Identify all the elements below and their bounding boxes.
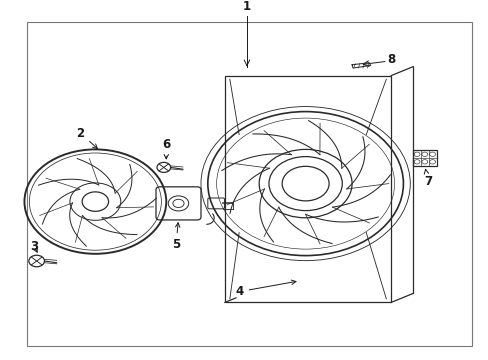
Text: 8: 8 xyxy=(386,53,394,66)
Text: 6: 6 xyxy=(162,138,170,159)
Text: 4: 4 xyxy=(235,280,295,298)
Text: 1: 1 xyxy=(243,0,250,13)
Text: 5: 5 xyxy=(172,223,180,251)
Text: 7: 7 xyxy=(423,169,431,188)
Text: 3: 3 xyxy=(30,240,38,253)
Text: 2: 2 xyxy=(77,127,97,149)
